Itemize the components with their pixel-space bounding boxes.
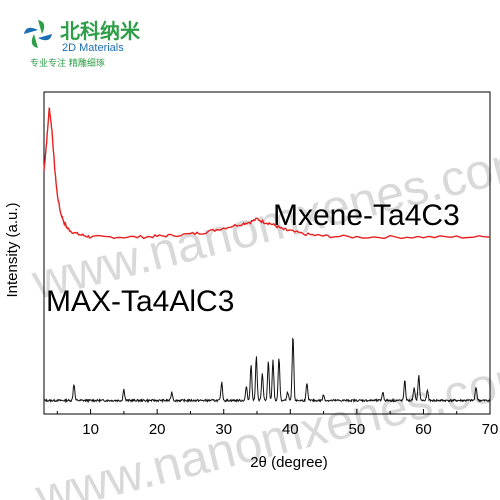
brand-logo: 北科纳米 2D Materials 专业专注 精雕细琢 [24,19,141,69]
x-tick-label: 50 [349,421,366,438]
x-axis-ticks: 10 20 30 40 50 60 70 [56,409,499,438]
logo-tagline: 专业专注 精雕细琢 [30,57,105,69]
logo-name-en: 2D Materials [62,42,124,54]
pinwheel-logo-icon [24,20,52,48]
x-tick-label: 70 [482,421,499,438]
x-tick-label: 20 [149,421,166,438]
plot-frame [43,91,491,415]
x-tick-label: 10 [82,421,99,438]
x-axis-title: 2θ (degree) [250,454,328,471]
series-label-max-ta4alc3: MAX-Ta4AlC3 [46,285,234,318]
logo-name-cn: 北科纳米 [60,19,141,43]
y-axis-title: Intensity (a.u.) [4,202,21,297]
series-line-mxene-ta4c3 [43,107,491,240]
series-line-max-ta4alc3 [43,337,491,404]
x-tick-label: 40 [282,421,299,438]
series-label-mxene-ta4c3: Mxene-Ta4C3 [273,199,460,232]
x-tick-label: 60 [415,421,432,438]
x-tick-label: 30 [215,421,232,438]
